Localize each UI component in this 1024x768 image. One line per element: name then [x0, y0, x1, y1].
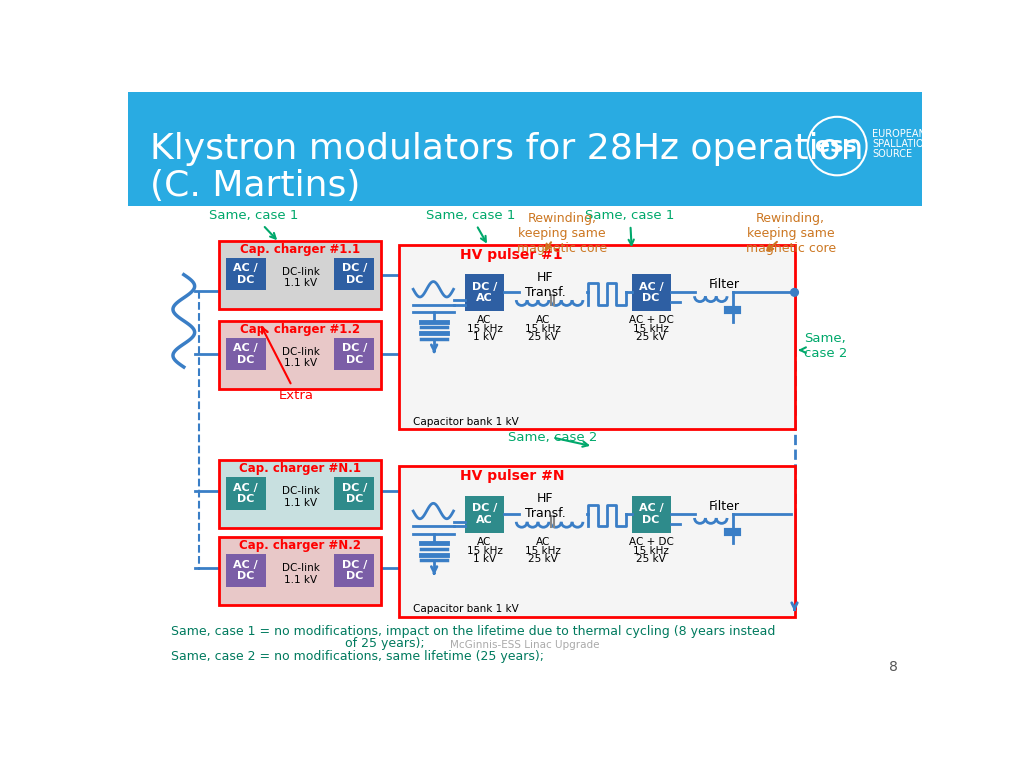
Bar: [632, 274, 671, 311]
Text: 25 kV: 25 kV: [636, 333, 666, 343]
Text: 15 kHz: 15 kHz: [633, 324, 669, 334]
Bar: [225, 554, 266, 587]
Text: of 25 years);: of 25 years);: [345, 637, 425, 650]
Text: DC /
DC: DC / DC: [342, 560, 367, 581]
Text: AC /
DC: AC / DC: [639, 503, 664, 525]
Text: DC /
DC: DC / DC: [342, 482, 367, 504]
Text: AC: AC: [477, 316, 492, 326]
Bar: [219, 538, 381, 605]
Bar: [399, 466, 795, 617]
Text: AC: AC: [477, 538, 492, 548]
Text: 15 kHz: 15 kHz: [467, 546, 503, 556]
Bar: [334, 477, 375, 509]
Text: Rewinding,
keeping same
magnetic core: Rewinding, keeping same magnetic core: [745, 211, 836, 254]
Text: HV pulser #N: HV pulser #N: [460, 469, 564, 483]
Text: SOURCE: SOURCE: [872, 149, 912, 159]
Text: Same, case 1: Same, case 1: [426, 209, 516, 242]
Bar: [225, 258, 266, 290]
Text: 25 kV: 25 kV: [636, 554, 666, 564]
Text: (C. Martins): (C. Martins): [150, 169, 360, 204]
Text: 1.1 kV: 1.1 kV: [285, 574, 317, 584]
Text: EUROPEAN: EUROPEAN: [872, 129, 926, 139]
Text: McGinnis-ESS Linac Upgrade: McGinnis-ESS Linac Upgrade: [451, 641, 599, 650]
Text: AC + DC: AC + DC: [629, 316, 674, 326]
Text: DC-link: DC-link: [282, 346, 319, 356]
Text: AC /
DC: AC / DC: [233, 482, 258, 504]
Text: AC /
DC: AC / DC: [233, 263, 258, 285]
Circle shape: [791, 289, 799, 296]
Bar: [465, 495, 504, 532]
Text: 1 kV: 1 kV: [473, 333, 496, 343]
Text: 25 kV: 25 kV: [527, 554, 557, 564]
Text: Same, case 2: Same, case 2: [508, 431, 597, 447]
Text: 15 kHz: 15 kHz: [467, 324, 503, 334]
Text: DC-link: DC-link: [282, 266, 319, 276]
Text: DC /
DC: DC / DC: [342, 263, 367, 285]
Text: Same, case 1: Same, case 1: [586, 209, 675, 245]
Bar: [225, 477, 266, 509]
Bar: [334, 258, 375, 290]
Text: ess: ess: [815, 136, 856, 156]
Text: Filter: Filter: [710, 278, 740, 291]
Bar: [128, 92, 922, 206]
Text: 1.1 kV: 1.1 kV: [285, 498, 317, 508]
Text: DC-link: DC-link: [282, 486, 319, 496]
Text: 1 kV: 1 kV: [473, 554, 496, 564]
Text: Klystron modulators for 28Hz operation: Klystron modulators for 28Hz operation: [150, 132, 863, 166]
Text: 15 kHz: 15 kHz: [633, 546, 669, 556]
Bar: [334, 338, 375, 370]
Text: HV pulser #1: HV pulser #1: [460, 247, 562, 262]
Bar: [225, 338, 266, 370]
Text: DC /
AC: DC / AC: [472, 503, 498, 525]
Bar: [334, 554, 375, 587]
Text: AC /
DC: AC / DC: [233, 343, 258, 365]
Text: Cap. charger #1.1: Cap. charger #1.1: [240, 243, 360, 256]
Text: Capacitor bank 1 kV: Capacitor bank 1 kV: [414, 604, 519, 614]
Text: Filter: Filter: [710, 500, 740, 513]
Text: HF
Transf.: HF Transf.: [524, 270, 565, 299]
Bar: [219, 321, 381, 389]
Text: Same, case 1 = no modifications, impact on the lifetime due to thermal cycling (: Same, case 1 = no modifications, impact …: [171, 625, 775, 638]
Bar: [632, 495, 671, 532]
Text: 15 kHz: 15 kHz: [524, 546, 560, 556]
Text: Extra: Extra: [262, 328, 314, 402]
Text: 1.1 kV: 1.1 kV: [285, 278, 317, 288]
Bar: [219, 460, 381, 528]
Text: AC: AC: [536, 316, 550, 326]
Text: Same,
case 2: Same, case 2: [804, 333, 847, 360]
Text: Cap. charger #N.1: Cap. charger #N.1: [239, 462, 361, 475]
Bar: [399, 245, 795, 429]
Text: Capacitor bank 1 kV: Capacitor bank 1 kV: [414, 417, 519, 427]
Text: 15 kHz: 15 kHz: [524, 324, 560, 334]
Text: DC /
DC: DC / DC: [342, 343, 367, 365]
Text: 8: 8: [889, 660, 898, 674]
Text: AC: AC: [536, 538, 550, 548]
Text: Same, case 2 = no modifications, same lifetime (25 years);: Same, case 2 = no modifications, same li…: [171, 650, 544, 663]
Bar: [219, 241, 381, 309]
Text: SPALLATION: SPALLATION: [872, 139, 931, 149]
Text: Cap. charger #1.2: Cap. charger #1.2: [240, 323, 360, 336]
Text: Cap. charger #N.2: Cap. charger #N.2: [239, 539, 361, 552]
Text: 1.1 kV: 1.1 kV: [285, 358, 317, 368]
Text: DC-link: DC-link: [282, 563, 319, 573]
Text: AC /
DC: AC / DC: [639, 282, 664, 303]
Text: AC /
DC: AC / DC: [233, 560, 258, 581]
Text: 25 kV: 25 kV: [527, 333, 557, 343]
Text: DC /
AC: DC / AC: [472, 282, 498, 303]
Text: HF
Transf.: HF Transf.: [524, 492, 565, 521]
Text: Rewinding,
keeping same
magnetic core: Rewinding, keeping same magnetic core: [517, 211, 607, 254]
Text: AC + DC: AC + DC: [629, 538, 674, 548]
Bar: [465, 274, 504, 311]
Text: Same, case 1: Same, case 1: [209, 209, 299, 239]
